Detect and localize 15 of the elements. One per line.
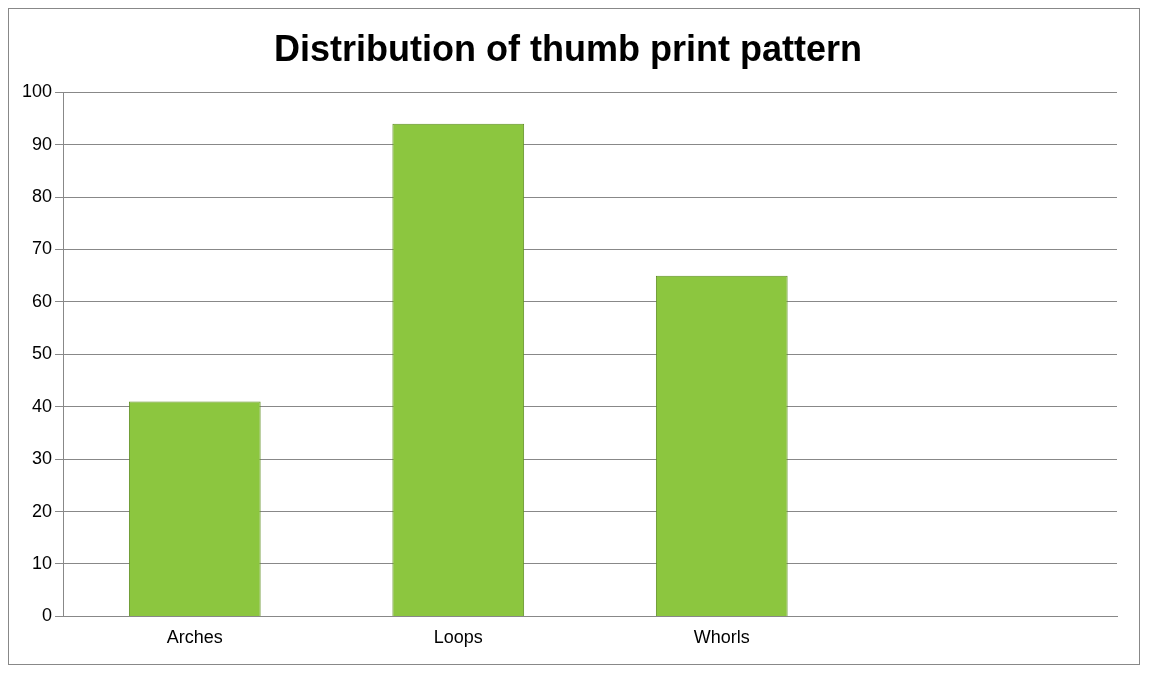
- y-tick-label: 40: [32, 395, 53, 416]
- y-tick-label: 0: [42, 605, 53, 626]
- y-tick-label: 10: [32, 552, 53, 573]
- y-tick-label: 100: [21, 81, 53, 102]
- x-tick-label: Arches: [166, 627, 223, 648]
- y-tick-label: 30: [32, 448, 53, 469]
- y-tick-label: 50: [32, 343, 53, 364]
- y-tick-label: 20: [32, 500, 53, 521]
- y-tick-label: 80: [32, 186, 53, 207]
- x-tick-label: Loops: [433, 627, 483, 648]
- y-tick-label: 70: [32, 238, 53, 259]
- x-tick-label: Whorls: [693, 627, 750, 648]
- y-tick-label: 90: [32, 133, 53, 154]
- y-tick-label: 60: [32, 290, 53, 311]
- chart-title: Distribution of thumb print pattern: [274, 27, 862, 69]
